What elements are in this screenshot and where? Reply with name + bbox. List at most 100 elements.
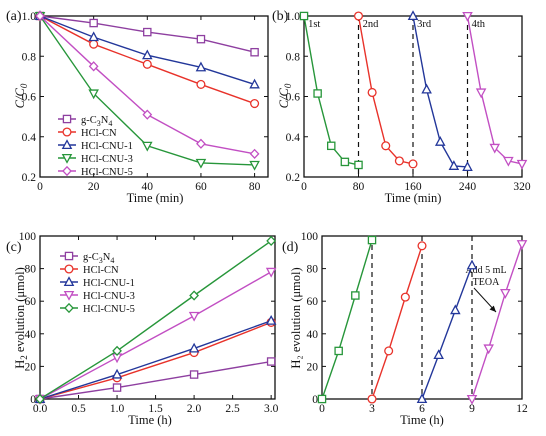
panel-a-point (196, 79, 206, 89)
panel-c-xlabel: Time (h) (128, 413, 172, 427)
panel-b-xlabel: Time (min) (385, 191, 442, 205)
panel-b-ytick-label: 1.0 (286, 11, 301, 23)
panel-c-point (189, 290, 199, 301)
panel-a-legend-label: g-C3N4 (81, 115, 112, 128)
panel-a-legend-label-sub: 3 (97, 119, 101, 128)
panel-c-xtick-label: 2.5 (225, 403, 240, 415)
panel-b-ytick-label: 0.8 (286, 51, 301, 63)
panel-c-legend-marker (64, 264, 74, 274)
panel-c-xtick-label: 3.0 (264, 403, 279, 415)
panel-a-legend-label-sub: 4 (108, 119, 112, 128)
panel-a-legend-marker (62, 127, 72, 137)
panel-c-series-line (39, 271, 272, 400)
panel-a-ytick-label: 1.0 (22, 11, 37, 23)
panel-b-point (503, 156, 514, 167)
panel-d-point (466, 259, 478, 270)
panel-a-legend-label-part: N (101, 115, 109, 126)
panel-c-legend-label-part: g-C (83, 252, 99, 263)
panel-a-xtick-label: 20 (88, 181, 100, 193)
panel-b-point (354, 160, 363, 170)
panel-d-xtick-label: 12 (516, 403, 528, 415)
panel-b-label: (b) (272, 9, 289, 24)
panel-b-point (299, 11, 309, 21)
panel-a-ylabel-sub: 0 (19, 83, 29, 88)
panel-c-point (112, 383, 122, 392)
panel-c-point (266, 235, 277, 247)
panel-c-point (188, 311, 200, 322)
panel-a-legend-marker (61, 153, 73, 164)
panel-d-ytick-label: 100 (301, 231, 319, 243)
panel-c-series-line (39, 360, 272, 400)
panel-d-point (416, 393, 428, 404)
panel-a-point (142, 59, 152, 69)
panel-b-cycle-label: 4th (472, 19, 486, 30)
panel-b-point (367, 87, 377, 98)
panel-c-legend-marker (63, 276, 75, 287)
panel-c-legend-label: HCl-CNU-5 (83, 304, 135, 315)
panel-c-legend-label: HCl-CNU-1 (83, 278, 135, 289)
panel-d-xtick-label: 6 (419, 403, 425, 415)
panel-c-ylabel-rest: evolution (μmol) (13, 267, 27, 355)
panel-d-ytick-label: 0 (312, 394, 318, 406)
panel-c-legend-marker (63, 290, 75, 301)
panel-b-point (394, 156, 404, 166)
panel-d-point (466, 394, 478, 405)
panel-b-cycle-label: 3rd (417, 19, 432, 30)
panel-a-point (196, 34, 206, 44)
panel-b-point (434, 136, 446, 146)
panel-d-point (334, 346, 343, 356)
panel-b-point (516, 159, 528, 170)
panel-c-series-line (39, 240, 272, 400)
panel-c-legend-label-sub: 3 (99, 256, 103, 265)
panel-a-label: (a) (6, 9, 22, 24)
panel-c-legend-label-part: N (103, 252, 111, 263)
panel-c-point (265, 314, 277, 325)
panel-a-legend-marker (62, 114, 72, 124)
panel-c-point (189, 370, 199, 379)
panel-c-xtick-label: 1.5 (148, 403, 163, 415)
panel-c-chart: (c) H2 evolution (μmol) Time (h) 0.0 0.5 1… (6, 231, 279, 427)
panel-a-point (88, 31, 99, 42)
panel-c-label: (c) (6, 240, 22, 255)
panel-b-point (448, 160, 460, 170)
panel-a-legend-marker (61, 139, 73, 150)
panel-d-series-line (421, 265, 473, 400)
annotation-line1: Add 5 mL (465, 265, 506, 276)
panel-c-ytick-label: 40 (25, 329, 37, 341)
panel-a-legend-label: HCl-CNU-5 (81, 167, 133, 178)
panel-a-point (88, 61, 99, 72)
panel-d-point (417, 241, 427, 251)
panel-c-xtick-label: 2.0 (187, 403, 202, 415)
panel-a-point (195, 61, 207, 72)
panel-b-series-line (466, 15, 523, 165)
panel-c-ylabel: H2 evolution (μmol) (13, 267, 29, 368)
panel-a-ytick-label: 0.2 (22, 172, 37, 184)
panel-d-point (351, 291, 360, 300)
panel-a-point (249, 160, 260, 171)
panel-b-point (408, 159, 418, 169)
panel-b-point (462, 161, 473, 171)
panel-a-xtick-label: 0 (37, 181, 43, 193)
panel-c-ytick-label: 80 (25, 264, 37, 276)
panel-b-point (407, 10, 419, 21)
panel-d-xtick-label: 9 (469, 403, 475, 415)
panel-b-xtick-label: 80 (353, 181, 365, 193)
panel-d-chart: (d) H₂ evolution (μmol) Time (h) Add 5 m… (282, 231, 528, 427)
panel-b-xtick-label: 240 (459, 181, 477, 193)
panel-c-plot-frame (39, 235, 276, 400)
annotation-arrowhead (489, 305, 496, 312)
panel-d-point (516, 240, 528, 250)
panel-a-point (195, 158, 207, 169)
panel-b-cycle-label: 2nd (363, 19, 380, 30)
panel-b-point (421, 83, 432, 94)
panel-c-point (265, 267, 277, 278)
panel-c-legend-marker (64, 302, 74, 314)
panel-b-point (462, 11, 473, 22)
panel-c-series-line (39, 320, 272, 400)
panel-b-ylabel: C/C0 (277, 83, 293, 108)
panel-d-point (500, 289, 511, 299)
panel-a-point (250, 47, 259, 57)
panel-b-point (475, 88, 487, 99)
panel-d-series-line (371, 245, 423, 400)
